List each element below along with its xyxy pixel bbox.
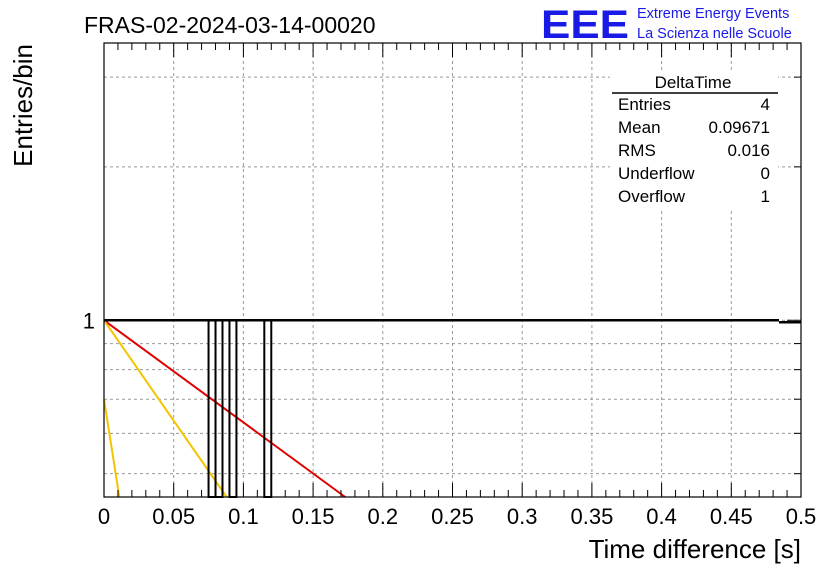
x-tick-label: 0.05 xyxy=(152,504,195,529)
stats-label-underflow: Underflow xyxy=(618,164,695,183)
stats-value-rms: 0.016 xyxy=(727,141,770,160)
x-tick-label: 0.25 xyxy=(431,504,474,529)
histogram-bin xyxy=(207,319,217,499)
x-tick-label: 0.2 xyxy=(368,504,399,529)
x-tick-label: 0.1 xyxy=(228,504,259,529)
x-tick-label: 0.3 xyxy=(507,504,538,529)
histogram-bin xyxy=(214,319,224,499)
logo-line-2: La Scienza nelle Scuole xyxy=(637,26,792,42)
fit-curve-red xyxy=(103,319,346,498)
axis-ticks: 0 0.05 0.1 0.15 0.2 0.25 0.3 0.35 0.4 0.45 0.5 1 xyxy=(83,43,817,529)
stats-value-overflow: 1 xyxy=(761,187,770,206)
x-axis-label: Time difference [s] xyxy=(589,534,801,564)
grid xyxy=(104,43,801,497)
fit-curves xyxy=(103,319,346,498)
stats-value-entries: 4 xyxy=(761,95,770,114)
eee-logo: EEE Extreme Energy Events La Scienza nel… xyxy=(541,3,792,47)
x-tick-label: 0.45 xyxy=(710,504,753,529)
stats-label-overflow: Overflow xyxy=(618,187,686,206)
stats-label-mean: Mean xyxy=(618,118,661,137)
x-tick-label: 0.5 xyxy=(786,504,817,529)
y-axis-label: Entries/bin xyxy=(8,44,38,167)
fit-curve-yellow xyxy=(103,319,228,498)
x-tick-label: 0.15 xyxy=(292,504,335,529)
stats-title: DeltaTime xyxy=(655,73,732,92)
logo-line-1: Extreme Energy Events xyxy=(637,6,789,22)
stats-label-entries: Entries xyxy=(618,95,671,114)
stats-box: DeltaTime Entries 4 Mean 0.09671 RMS 0.0… xyxy=(610,72,778,210)
x-tick-label: 0.4 xyxy=(646,504,677,529)
y-tick-label: 1 xyxy=(83,308,95,333)
histogram-bin xyxy=(228,319,238,499)
stats-value-underflow: 0 xyxy=(761,164,770,183)
histogram-bin xyxy=(263,319,273,499)
x-tick-label: 0 xyxy=(98,504,110,529)
eee-logo-text: EEE xyxy=(541,3,629,47)
plot-title: FRAS-02-2024-03-14-00020 xyxy=(84,12,376,38)
stats-value-mean: 0.09671 xyxy=(709,118,770,137)
fit-curve-yellow xyxy=(103,399,121,498)
x-tick-label: 0.35 xyxy=(570,504,613,529)
stats-label-rms: RMS xyxy=(618,141,656,160)
